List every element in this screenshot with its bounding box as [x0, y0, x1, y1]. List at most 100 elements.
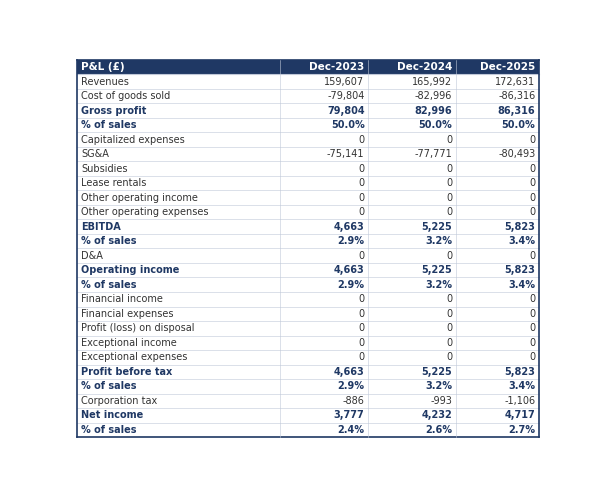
Text: 0: 0	[529, 323, 535, 333]
Bar	[77, 118, 280, 132]
Text: 0: 0	[529, 352, 535, 362]
Bar	[280, 321, 368, 336]
Text: 0: 0	[529, 309, 535, 319]
Text: 0: 0	[446, 323, 452, 333]
Text: 0: 0	[358, 323, 365, 333]
Text: Dec-2024: Dec-2024	[397, 62, 452, 72]
Bar	[456, 103, 539, 118]
Bar	[77, 161, 280, 176]
Text: Other operating expenses: Other operating expenses	[81, 207, 209, 217]
Bar	[456, 74, 539, 89]
Text: Subsidies: Subsidies	[81, 164, 128, 174]
Bar	[456, 336, 539, 350]
Text: 0: 0	[446, 164, 452, 174]
Text: 0: 0	[529, 135, 535, 145]
Text: SG&A: SG&A	[81, 149, 109, 159]
Text: 50.0%: 50.0%	[418, 120, 452, 130]
Text: 82,996: 82,996	[415, 106, 452, 116]
Text: 3.4%: 3.4%	[508, 236, 535, 246]
Bar	[280, 176, 368, 190]
Text: 0: 0	[358, 178, 365, 188]
Bar	[280, 161, 368, 176]
Text: % of sales: % of sales	[81, 381, 137, 391]
Bar	[368, 147, 456, 161]
Bar	[456, 307, 539, 321]
Text: -80,493: -80,493	[498, 149, 535, 159]
Text: Cost of goods sold: Cost of goods sold	[81, 91, 170, 101]
Text: 0: 0	[358, 294, 365, 304]
Text: 86,316: 86,316	[498, 106, 535, 116]
Bar	[456, 89, 539, 103]
Text: 5,823: 5,823	[505, 367, 535, 377]
Bar	[456, 219, 539, 234]
Bar	[77, 365, 280, 379]
Text: % of sales: % of sales	[81, 236, 137, 246]
Text: Financial income: Financial income	[81, 294, 163, 304]
Bar	[77, 60, 280, 74]
Text: 3.2%: 3.2%	[425, 381, 452, 391]
Text: Dec-2025: Dec-2025	[480, 62, 535, 72]
Bar	[280, 219, 368, 234]
Text: 0: 0	[529, 251, 535, 261]
Text: Corporation tax: Corporation tax	[81, 396, 157, 406]
Bar	[77, 263, 280, 277]
Bar	[77, 190, 280, 205]
Text: 4,663: 4,663	[334, 265, 365, 275]
Bar	[280, 103, 368, 118]
Text: 0: 0	[529, 164, 535, 174]
Bar	[77, 205, 280, 219]
Bar	[77, 423, 280, 437]
Text: % of sales: % of sales	[81, 280, 137, 290]
Bar	[77, 103, 280, 118]
Text: % of sales: % of sales	[81, 120, 137, 130]
Text: 2.6%: 2.6%	[425, 425, 452, 435]
Bar	[77, 89, 280, 103]
Bar	[280, 132, 368, 147]
Bar	[368, 60, 456, 74]
Bar	[77, 350, 280, 365]
Bar	[368, 292, 456, 307]
Bar	[368, 132, 456, 147]
Text: EBITDA: EBITDA	[81, 222, 121, 232]
Text: 79,804: 79,804	[327, 106, 365, 116]
Bar	[368, 103, 456, 118]
Bar	[456, 118, 539, 132]
Bar	[368, 219, 456, 234]
Text: 2.9%: 2.9%	[338, 280, 365, 290]
Text: 0: 0	[446, 207, 452, 217]
Text: 0: 0	[446, 352, 452, 362]
Text: 4,717: 4,717	[505, 410, 535, 420]
Bar	[368, 336, 456, 350]
Text: 0: 0	[358, 309, 365, 319]
Text: 0: 0	[529, 207, 535, 217]
Text: % of sales: % of sales	[81, 425, 137, 435]
Bar	[280, 408, 368, 423]
Bar	[456, 350, 539, 365]
Text: Exceptional income: Exceptional income	[81, 338, 177, 348]
Text: 4,663: 4,663	[334, 222, 365, 232]
Text: 0: 0	[358, 251, 365, 261]
Bar	[280, 89, 368, 103]
Bar	[456, 277, 539, 292]
Bar	[280, 147, 368, 161]
Text: 0: 0	[446, 251, 452, 261]
Bar	[456, 292, 539, 307]
Bar	[456, 423, 539, 437]
Bar	[280, 307, 368, 321]
Text: 0: 0	[358, 135, 365, 145]
Bar	[280, 423, 368, 437]
Bar	[280, 292, 368, 307]
Text: 4,232: 4,232	[421, 410, 452, 420]
Bar	[368, 205, 456, 219]
Bar	[368, 263, 456, 277]
Text: -886: -886	[343, 396, 365, 406]
Bar	[456, 190, 539, 205]
Bar	[77, 176, 280, 190]
Text: 4,663: 4,663	[334, 367, 365, 377]
Bar	[368, 350, 456, 365]
Bar	[456, 321, 539, 336]
Bar	[456, 248, 539, 263]
Bar	[368, 248, 456, 263]
Text: 0: 0	[529, 294, 535, 304]
Text: 0: 0	[446, 178, 452, 188]
